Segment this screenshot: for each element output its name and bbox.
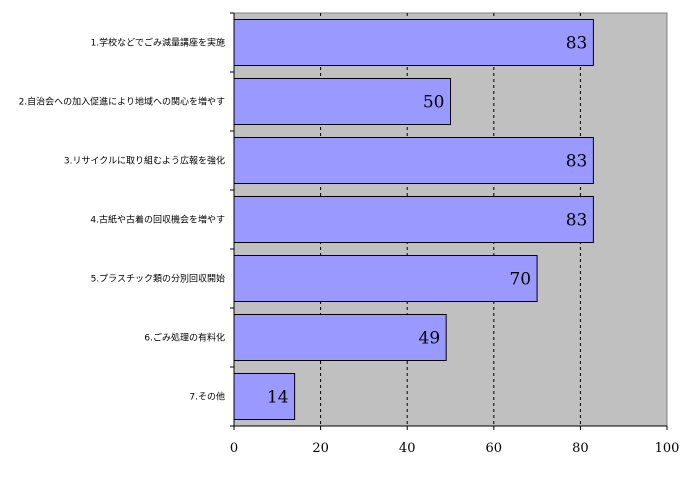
category-label: 7.その他	[189, 391, 225, 403]
category-label: 4.古紙や古着の回収機会を増やす	[90, 214, 225, 226]
category-label: 1.学校などでごみ減量講座を実施	[91, 37, 225, 49]
data-label: 83	[566, 152, 588, 172]
x-tick-label: 20	[312, 441, 329, 456]
data-label: 49	[419, 329, 441, 349]
x-tick-label: 100	[655, 441, 680, 456]
axes: 0 20 40 60 80 100 1.学校などでごみ減量講座を実施 2.自治会への加入促進に…	[19, 12, 680, 456]
data-label: 14	[267, 388, 289, 408]
x-tick-label: 80	[572, 441, 589, 456]
bar	[233, 254, 538, 303]
category-label: 2.自治会への加入促進により地域への関心を増やす	[19, 96, 225, 108]
bar	[233, 313, 447, 362]
data-label: 83	[566, 211, 588, 231]
bar	[233, 195, 594, 244]
bar	[233, 18, 594, 67]
category-label: 3.リサイクルに取り組むよう広報を強化	[64, 155, 225, 167]
data-label: 83	[566, 34, 588, 54]
bar	[233, 136, 594, 185]
bar	[233, 372, 296, 421]
data-label: 70	[509, 270, 531, 290]
bar	[233, 77, 451, 126]
x-tick-label: 60	[486, 441, 503, 456]
x-tick-label: 0	[230, 441, 238, 456]
bars: 83 50 83 83 70 49 14	[233, 18, 594, 421]
category-label: 6.ごみ処理の有料化	[144, 332, 225, 344]
data-label: 50	[423, 93, 445, 113]
category-label: 5.プラスチック類の分別回収開始	[91, 273, 225, 285]
x-tick-label: 40	[399, 441, 416, 456]
